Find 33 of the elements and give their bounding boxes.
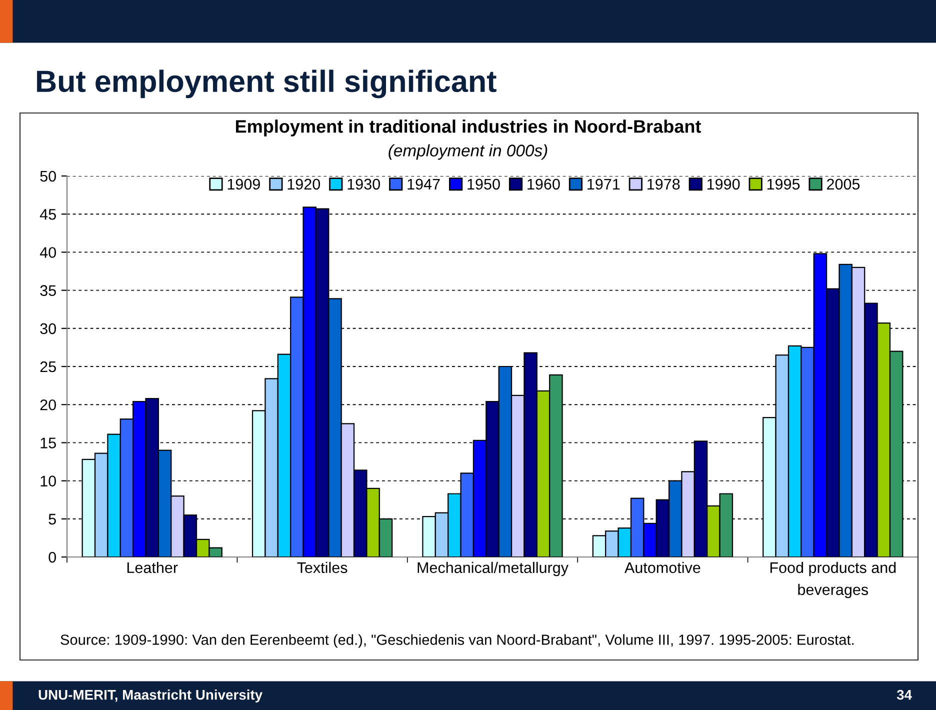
legend-label: 1920 <box>288 178 320 190</box>
x-tick-label: Mechanical/metallurgy <box>418 562 568 576</box>
y-tick-label: 15 <box>40 438 56 448</box>
y-tick-label: 10 <box>40 476 56 486</box>
legend-label: 1990 <box>707 178 740 190</box>
text: But employment still significant <box>37 70 496 98</box>
legend-label: 1978 <box>648 178 680 190</box>
y-tick-label: 40 <box>40 247 56 258</box>
legend-label: 1950 <box>468 178 500 190</box>
text: 34 <box>896 690 912 700</box>
chart-subtitle: (employment in 000s) <box>388 144 548 160</box>
text: UNU-MERIT, Maastricht University <box>38 690 262 702</box>
y-tick-label: 0 <box>48 552 56 563</box>
legend-label: 1960 <box>528 178 560 190</box>
legend-label: 2005 <box>827 178 860 190</box>
x-tick-label: Food products and beverages <box>770 562 896 598</box>
chart-title: Employment in traditional industries in Noord-Brabant <box>236 120 702 136</box>
y-tick-label: 30 <box>40 323 56 334</box>
y-tick-label: 35 <box>40 285 56 296</box>
y-tick-label: 20 <box>40 399 56 410</box>
x-tick-label: Textiles <box>297 562 348 574</box>
x-tick-label: Leather <box>127 562 178 574</box>
legend-label: 1909 <box>228 178 260 190</box>
y-tick-label: 25 <box>40 361 56 372</box>
legend-label: 1971 <box>588 178 620 190</box>
legend-label: 1930 <box>348 178 380 190</box>
x-tick-label: Automotive <box>624 562 700 574</box>
source-note: Source: 1909-1990: Van den Eerenbeemt (ed.), "Geschiedenis van Noord-Brabant", Volume III, 1997. 1995-2005: Eurostat. <box>60 634 854 648</box>
legend-label: 1995 <box>767 178 800 190</box>
y-tick-label: 50 <box>40 170 56 182</box>
y-tick-label: 5 <box>48 514 56 525</box>
legend-label: 1947 <box>408 178 440 190</box>
y-tick-label: 45 <box>40 209 56 220</box>
